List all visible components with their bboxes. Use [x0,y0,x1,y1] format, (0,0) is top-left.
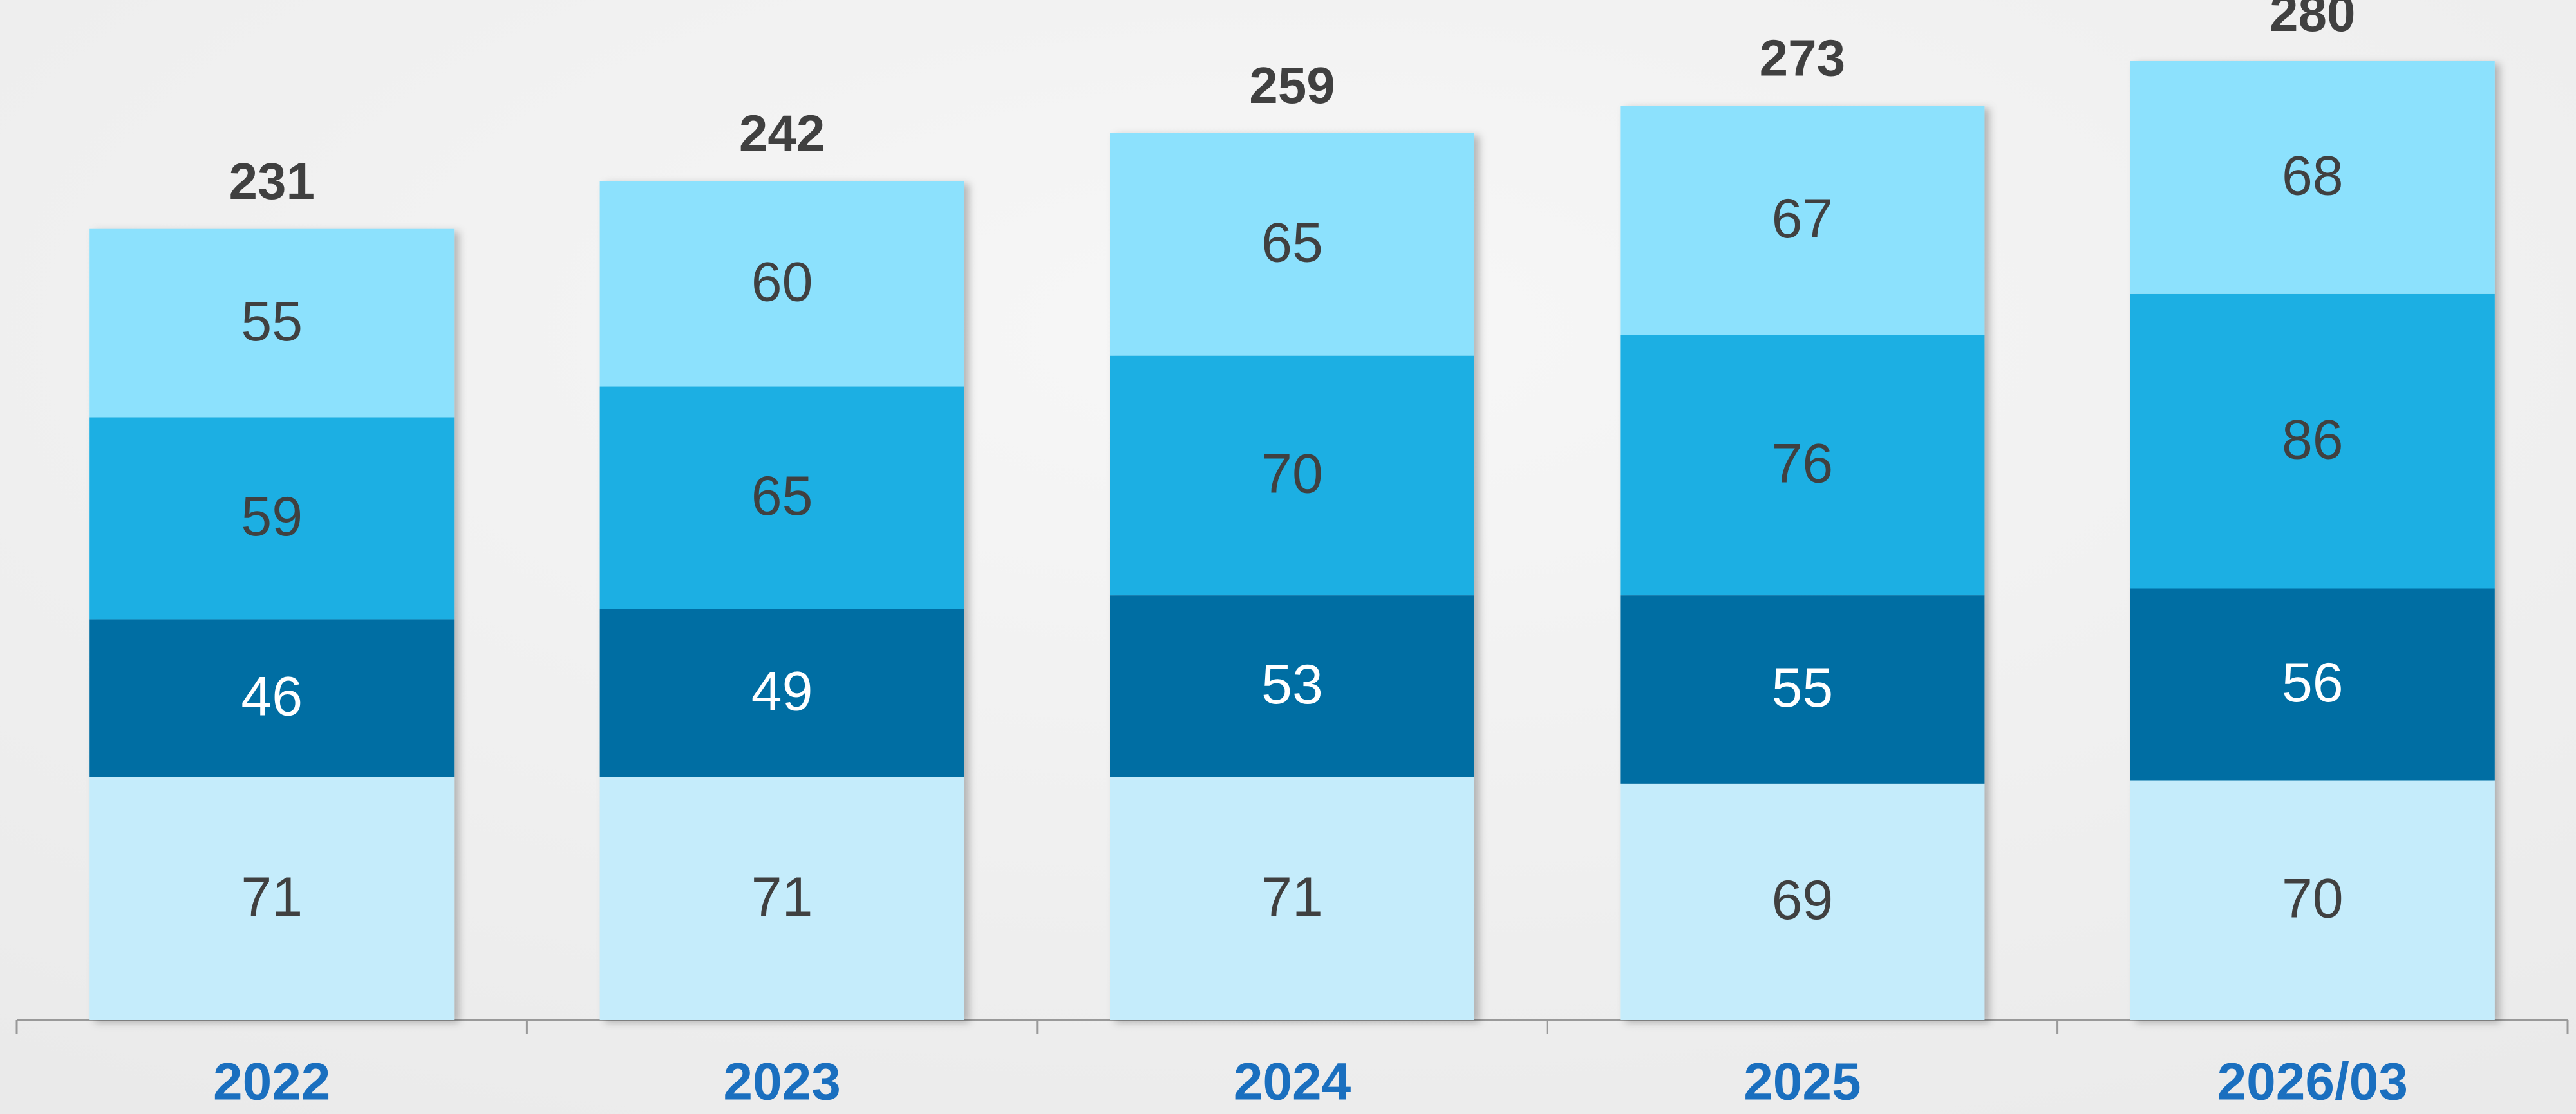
segment-label: 76 [1772,433,1834,495]
segment-label: 53 [1261,654,1323,716]
bar-segment [2130,588,2495,781]
bar-stack [599,181,964,1020]
x-tick-label: 2025 [1744,1053,1861,1111]
bar-segment [2130,61,2495,294]
segment-label: 67 [1772,188,1834,250]
bar-segment [599,386,964,609]
bar-segment [89,417,455,620]
bar-segment [1620,106,1985,335]
bar-stack [2130,61,2495,1020]
bar-segment [1620,335,1985,596]
segment-label: 49 [751,661,813,723]
bar-segment [2130,780,2495,1020]
segment-label: 60 [751,252,813,313]
segment-label: 55 [1772,657,1834,719]
segment-label: 71 [1261,866,1323,928]
x-tick-label: 2022 [213,1053,330,1111]
total-label: 242 [739,104,825,162]
total-label: 273 [1760,29,1845,86]
bar-segment [89,777,455,1020]
segment-label: 59 [241,486,303,548]
bar-segment [2130,293,2495,589]
segment-label: 71 [241,866,303,928]
bar-segment [1110,595,1474,777]
x-tick-label: 2026/03 [2217,1053,2408,1111]
bar-segment [599,609,964,777]
bar-segment [1620,783,1985,1020]
segment-label: 86 [2282,409,2344,470]
total-label: 231 [229,153,314,210]
bar-segment [1110,355,1474,596]
segment-label: 65 [1261,212,1323,274]
segment-label: 70 [1261,443,1323,505]
bar-segment [1620,595,1985,784]
total-label: 259 [1249,57,1335,114]
bar-segment [599,181,964,387]
segment-label: 68 [2282,145,2344,207]
bar-stack [89,228,455,1020]
bar-segment [89,619,455,777]
bar-segment [1110,777,1474,1020]
segment-label: 71 [751,866,813,928]
bar-stack [1110,133,1474,1020]
bar-segment [89,228,455,418]
bar-stack [1620,106,1985,1020]
x-tick-label: 2023 [723,1053,840,1111]
bar-segment [1110,133,1474,356]
segment-label: 69 [1772,869,1834,931]
segment-label: 46 [241,666,303,728]
segment-label: 65 [751,465,813,527]
x-tick-label: 2024 [1234,1053,1351,1111]
segment-label: 55 [241,291,303,353]
segment-label: 70 [2282,868,2344,929]
total-label: 280 [2270,0,2355,42]
segment-label: 56 [2282,652,2344,714]
bar-segment [599,777,964,1020]
